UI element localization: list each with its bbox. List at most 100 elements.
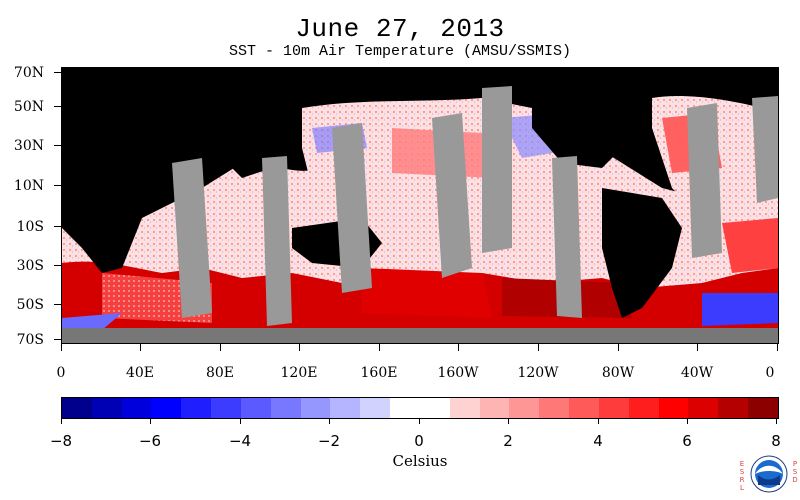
- cold-patch: [702, 293, 778, 326]
- logo-letter: D: [792, 476, 798, 484]
- colorbar-label: −6: [138, 432, 162, 450]
- colorbar-swatch: [449, 398, 480, 418]
- lon-label-120e: 120E: [280, 365, 318, 381]
- colorbar-label: −4: [228, 432, 252, 450]
- colorbar-swatch: [360, 398, 391, 418]
- north-america-landmass: [532, 88, 642, 168]
- lon-tick: [618, 343, 619, 351]
- colorbar-swatch: [718, 398, 749, 418]
- lon-tick: [458, 343, 459, 351]
- colorbar-swatch: [419, 398, 450, 418]
- lon-label-160e: 160E: [360, 365, 398, 381]
- lat-tick: [54, 106, 61, 107]
- nodata-swath: [172, 158, 212, 318]
- lat-tick: [54, 265, 61, 266]
- lon-tick: [379, 343, 380, 351]
- warm-patch: [362, 268, 492, 318]
- lat-label-50s: 50S: [16, 297, 44, 313]
- colorbar-swatch: [270, 398, 301, 418]
- lat-label-10n: 10N: [13, 178, 44, 194]
- colorbar-swatch: [748, 398, 778, 418]
- lat-label-30s: 30S: [16, 258, 44, 274]
- colorbar-label: 4: [593, 432, 603, 450]
- logo-letter: R: [739, 476, 745, 484]
- colorbar-tick: [776, 418, 777, 424]
- lat-label-30n: 30N: [13, 138, 44, 154]
- map-canvas: [62, 68, 778, 343]
- colorbar-label: 0: [414, 432, 424, 450]
- colorbar-label: −8: [49, 432, 73, 450]
- colorbar-tick: [240, 418, 241, 424]
- colorbar-label: −2: [317, 432, 341, 450]
- colorbar-swatch: [479, 398, 510, 418]
- lon-tick: [538, 343, 539, 351]
- lat-label-70n: 70N: [13, 65, 44, 81]
- lat-tick: [54, 72, 61, 73]
- colorbar-label: 2: [503, 432, 513, 450]
- lon-tick: [697, 343, 698, 351]
- lon-tick: [220, 343, 221, 351]
- nodata-swath: [432, 113, 472, 278]
- nodata-swath: [687, 103, 722, 258]
- colorbar-swatch: [181, 398, 212, 418]
- nodata-swath: [262, 156, 292, 326]
- colorbar-swatch: [390, 398, 420, 418]
- lat-tick: [54, 185, 61, 186]
- colorbar-swatch: [211, 398, 241, 418]
- lon-label-40e: 40E: [125, 365, 155, 381]
- colorbar-tick: [329, 418, 330, 424]
- map-title: June 27, 2013: [295, 14, 505, 44]
- lon-label-0: 0: [56, 365, 66, 381]
- cold-patch: [62, 313, 122, 330]
- nodata-swath: [552, 156, 582, 318]
- colorbar-label: 8: [771, 432, 781, 450]
- lat-label-50n: 50N: [13, 99, 44, 115]
- lat-label-10s: 10S: [16, 219, 44, 235]
- lat-tick: [54, 145, 61, 146]
- lat-label-70s: 70S: [16, 332, 44, 348]
- asia-landmass: [132, 88, 302, 178]
- colorbar-swatch: [569, 398, 599, 418]
- logo-letter: S: [792, 468, 798, 476]
- africa-landmass: [62, 178, 142, 273]
- colorbar-tick: [598, 418, 599, 424]
- lon-label-0-end: 0: [765, 365, 775, 381]
- colorbar-swatch: [688, 398, 719, 418]
- colorbar-swatch: [539, 398, 570, 418]
- lon-label-120w: 120W: [517, 365, 559, 381]
- map-subtitle: SST - 10m Air Temperature (AMSU/SSMIS): [228, 43, 572, 60]
- lon-tick: [61, 343, 62, 351]
- south-america-landmass: [602, 188, 682, 318]
- lon-tick: [299, 343, 300, 351]
- colorbar-swatch: [598, 398, 629, 418]
- colorbar-swatch: [240, 398, 271, 418]
- colorbar-tick: [419, 418, 420, 424]
- nodata-swath: [482, 86, 512, 253]
- sst-anomaly-map: [61, 67, 779, 344]
- colorbar-units: Celsius: [392, 452, 448, 470]
- nodata-swath: [752, 96, 778, 203]
- colorbar-swatch: [151, 398, 182, 418]
- colorbar-label: 6: [682, 432, 692, 450]
- colorbar-swatch: [91, 398, 122, 418]
- colorbar-tick: [150, 418, 151, 424]
- warm-patch: [722, 218, 778, 273]
- nodata-swath: [332, 123, 372, 293]
- colorbar-swatch: [121, 398, 152, 418]
- noaa-logo: [750, 455, 788, 493]
- colorbar-swatch: [62, 398, 92, 418]
- lon-label-160w: 160W: [437, 365, 479, 381]
- lon-tick: [777, 343, 778, 351]
- colorbar-swatch: [300, 398, 331, 418]
- antarctica-nodata: [62, 328, 778, 343]
- colorbar-tick: [61, 418, 62, 424]
- lat-tick: [54, 304, 61, 305]
- logo-letter: E: [739, 460, 745, 468]
- logo-letter: L: [740, 484, 744, 492]
- colorbar-tick: [508, 418, 509, 424]
- lon-label-80e: 80E: [205, 365, 235, 381]
